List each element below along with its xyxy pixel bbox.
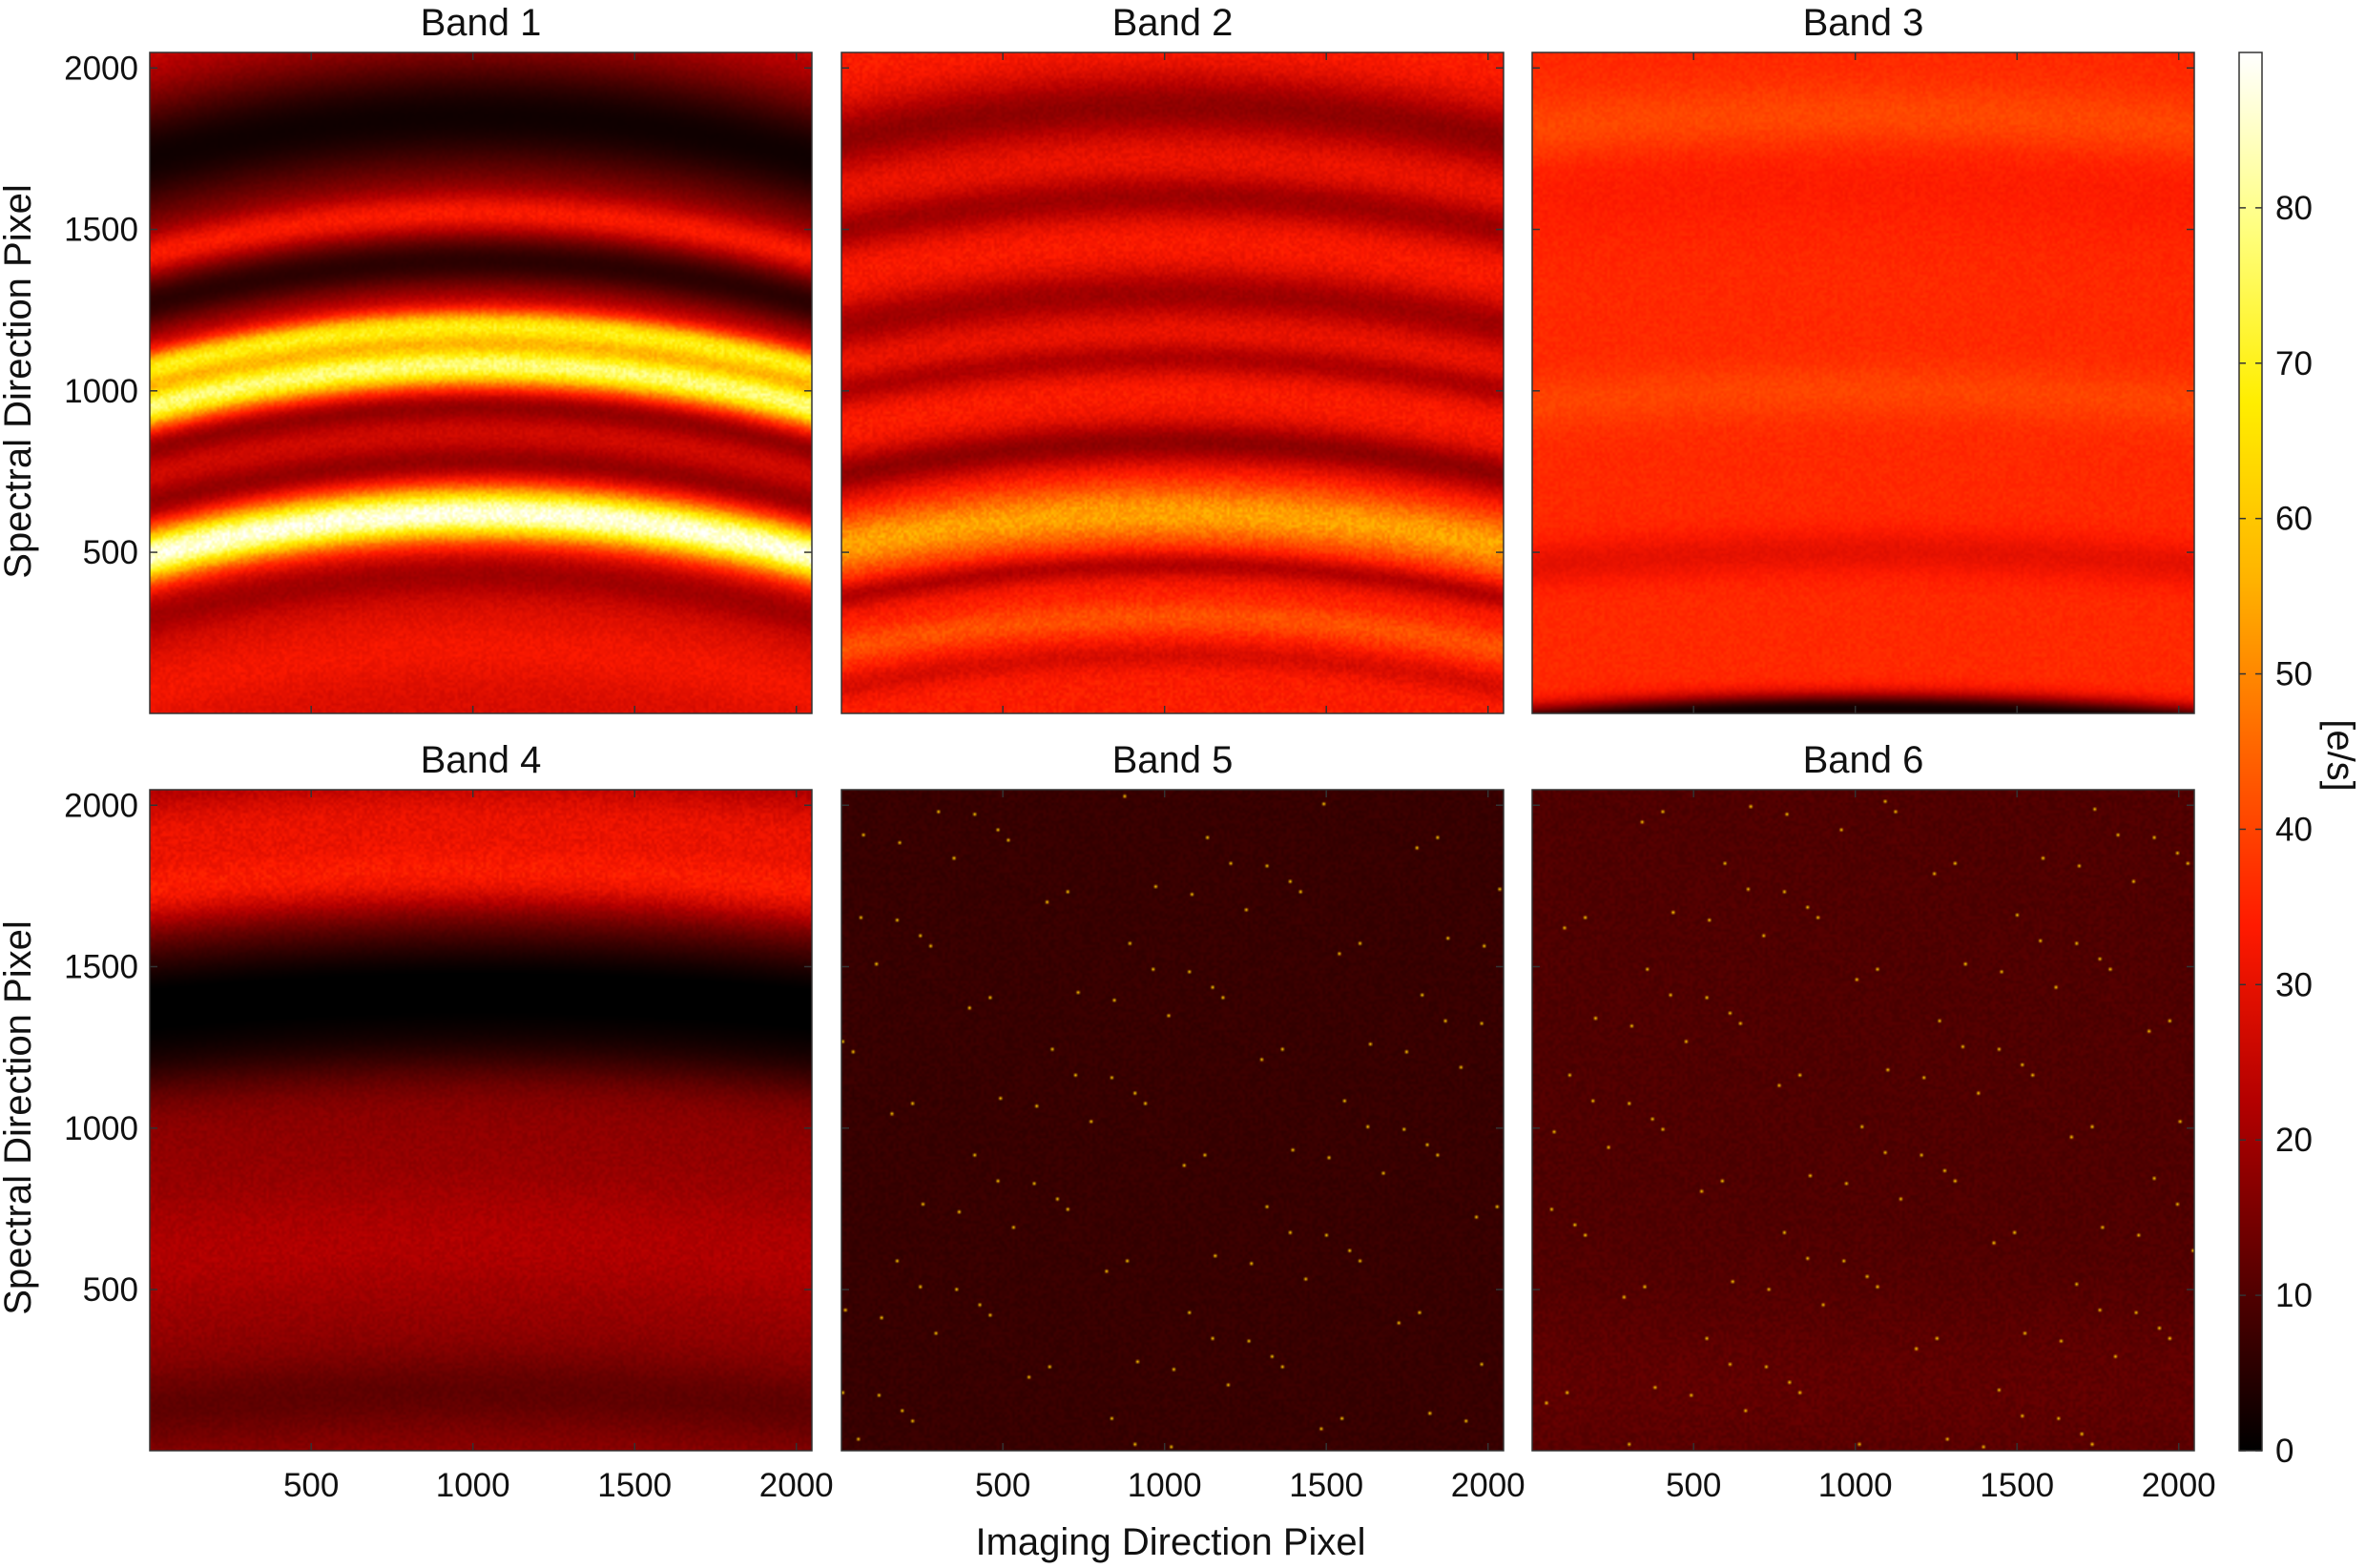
panel-frame (841, 789, 1505, 1452)
heatmap-image (1532, 52, 2194, 713)
panel-band-5: Band 5 500 1000 1500 2000 (841, 739, 1525, 1504)
heatmap-image (1532, 790, 2194, 1451)
y-tick-label: 2000 (64, 787, 138, 824)
panel-band-6: Band 6 500 1000 1500 2000 (1531, 739, 2216, 1504)
panel-frame (841, 52, 1505, 714)
colorbar-gradient (2239, 52, 2262, 1451)
panel-frame (149, 52, 813, 714)
x-tick-label: 1000 (1128, 1467, 1202, 1504)
panel-band-4: Band 4 500 1000 1500 2000 500 1000 1500 2000 (64, 739, 834, 1504)
panel-frame (1531, 789, 2195, 1452)
panel-title: Band 1 (421, 2, 542, 44)
x-tick-label: 1000 (436, 1467, 510, 1504)
panel-band-3: Band 3 (1531, 2, 2195, 714)
heatmap-image (150, 52, 812, 713)
colorbar-tick-label: 0 (2275, 1433, 2293, 1470)
panel-title: Band 3 (1803, 2, 1924, 44)
y-tick-label: 2000 (64, 50, 138, 87)
y-tick-label: 500 (83, 1271, 138, 1309)
y-axis-label-bottom: Spectral Direction Pixel (0, 920, 39, 1315)
x-tick-label: 1500 (597, 1467, 672, 1504)
colorbar-tick-label: 10 (2275, 1277, 2313, 1314)
panel-band-2: Band 2 (841, 2, 1505, 714)
x-tick-label: 2000 (1451, 1467, 1525, 1504)
x-tick-label: 500 (975, 1467, 1030, 1504)
y-tick-label: 1000 (64, 373, 138, 410)
y-tick-label: 1500 (64, 949, 138, 986)
panel-frame (1531, 52, 2195, 714)
panel-title: Band 2 (1112, 2, 1234, 44)
heatmap-image (150, 790, 812, 1451)
heatmap-image (841, 52, 1504, 713)
panel-title: Band 5 (1112, 739, 1234, 781)
panel-title: Band 6 (1803, 739, 1924, 781)
heatmap-image (841, 790, 1504, 1451)
x-tick-label: 1500 (1289, 1467, 1363, 1504)
y-tick-label: 1500 (64, 212, 138, 249)
colorbar-tick-label: 20 (2275, 1122, 2313, 1159)
colorbar-label: [e/s] (2319, 719, 2361, 792)
panel-band-1: Band 1 500 1000 1500 2000 (64, 2, 813, 714)
y-tick-label: 500 (83, 534, 138, 571)
colorbar: [e/s] 0 10 20 30 40 50 60 70 80 (2238, 52, 2361, 1470)
x-tick-label: 1000 (1818, 1467, 1893, 1504)
x-axis-label: Imaging Direction Pixel (975, 1521, 1365, 1563)
x-tick-label: 1500 (1980, 1467, 2054, 1504)
y-tick-label: 1000 (64, 1110, 138, 1147)
colorbar-frame (2238, 52, 2263, 1452)
y-axis-label-top: Spectral Direction Pixel (0, 184, 39, 579)
colorbar-tick-label: 70 (2275, 345, 2313, 382)
colorbar-tick-label: 30 (2275, 966, 2313, 1003)
panel-title: Band 4 (421, 739, 542, 781)
panels: Band 1 500 1000 1500 2000 Band 2 Band 3 Band 4 5… (64, 2, 2216, 1504)
x-tick-label: 500 (283, 1467, 339, 1504)
panel-frame (149, 789, 813, 1452)
x-tick-label: 2000 (759, 1467, 834, 1504)
colorbar-tick-label: 40 (2275, 811, 2313, 848)
x-tick-label: 500 (1666, 1467, 1721, 1504)
colorbar-tick-label: 60 (2275, 501, 2313, 538)
colorbar-tick-label: 50 (2275, 656, 2313, 693)
colorbar-tick-label: 80 (2275, 190, 2313, 227)
x-tick-label: 2000 (2142, 1467, 2216, 1504)
